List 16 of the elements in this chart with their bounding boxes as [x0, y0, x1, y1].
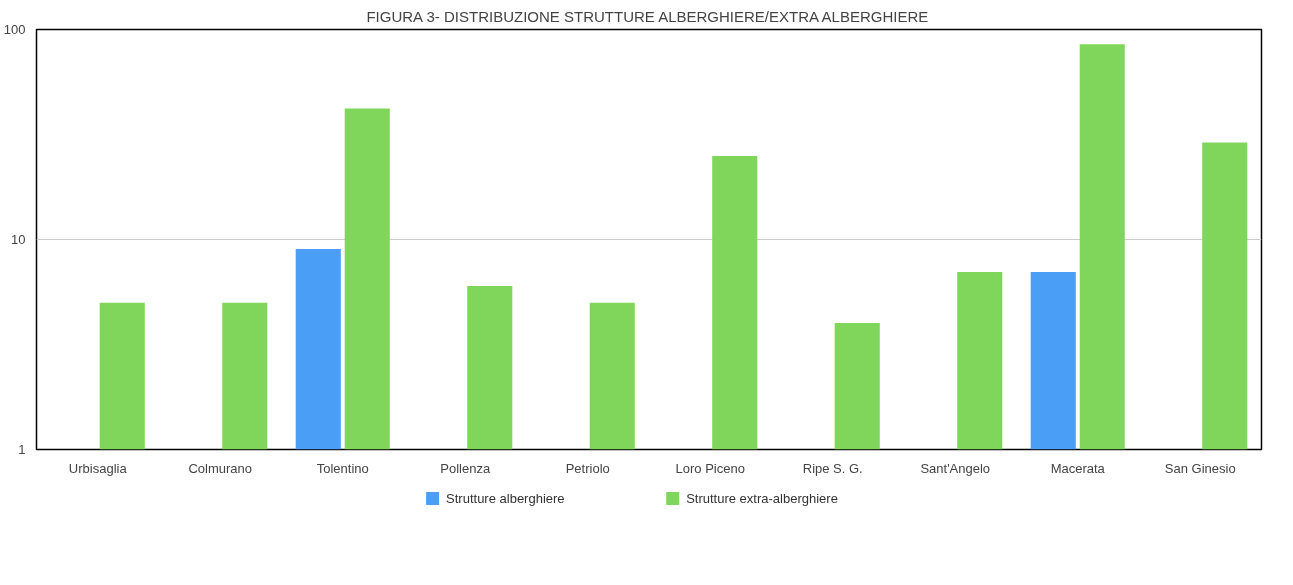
x-tick-label: Colmurano: [188, 460, 253, 476]
legend-label: Strutture extra-alberghiere: [686, 491, 838, 506]
x-tick-label: Loro Piceno: [675, 460, 745, 476]
x-tick-label: Macerata: [1050, 460, 1106, 476]
legend-label: Strutture alberghiere: [446, 491, 565, 506]
x-tick-label: San Ginesio: [1164, 460, 1236, 476]
x-tick-label: Petriolo: [565, 460, 610, 476]
x-tick-label: Sant'Angelo: [920, 460, 991, 476]
chart-title: FIGURA 3- DISTRIBUZIONE STRUTTURE ALBERGHIERE/EXTRA ALBERGHIERE: [366, 7, 929, 25]
x-tick-label: Urbisaglia: [68, 460, 128, 476]
x-tick-label: Pollenza: [440, 460, 491, 476]
x-tick-label: Tolentino: [316, 460, 369, 476]
y-tick-label: 1: [18, 442, 26, 457]
y-tick-label: 10: [11, 232, 26, 247]
x-tick-label: Ripe S. G.: [802, 460, 863, 476]
y-tick-label: 100: [3, 22, 26, 37]
